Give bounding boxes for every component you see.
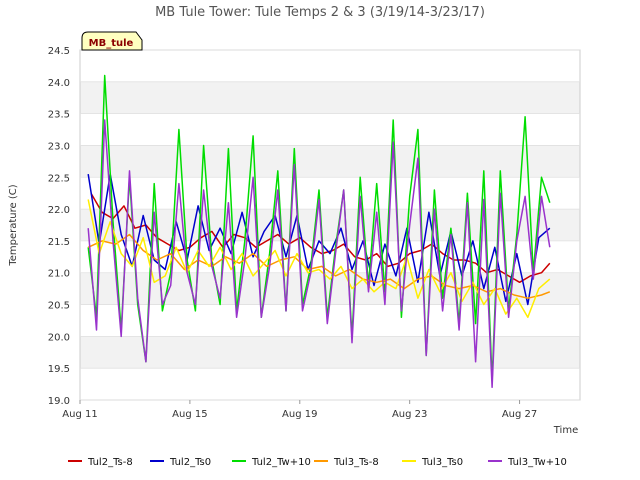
y-axis-label: Temperature (C)	[8, 184, 19, 266]
y-tick-label: 22.0	[48, 205, 70, 216]
legend-label: Tul2_Ts0	[169, 457, 211, 468]
y-tick-label: 19.0	[48, 396, 70, 407]
plot-band	[80, 145, 580, 178]
plot-band	[80, 368, 580, 400]
plot-band	[80, 113, 580, 146]
series-line-tul2-ts-8	[90, 192, 551, 284]
plot-band	[80, 304, 580, 337]
legend-label: Tul3_Ts0	[421, 457, 463, 468]
legend-label: Tul2_Tw+10	[251, 457, 311, 468]
plot-band	[80, 81, 580, 114]
x-tick-label: Aug 15	[172, 409, 207, 420]
y-tick-label: 21.5	[48, 237, 70, 248]
y-tick-label: 24.0	[48, 78, 70, 89]
x-tick-label: Aug 27	[502, 409, 537, 420]
station-tag: MB_tule	[81, 31, 143, 51]
legend: Tul2_Ts-8 Tul2_Ts0 Tul2_Tw+10 Tul3_Ts-8 Tul3…	[68, 457, 567, 468]
station-tag-label: MB_tule	[89, 38, 134, 49]
y-tick-label: 19.5	[48, 364, 70, 375]
x-tick-label: Aug 19	[282, 409, 317, 420]
chart-title: MB Tule Tower: Tule Temps 2 & 3 (3/19/14…	[155, 5, 485, 20]
series-line-tul3-ts0	[87, 199, 551, 319]
y-tick-label: 20.0	[48, 332, 70, 343]
plot-band	[80, 336, 580, 369]
y-tick-label: 23.0	[48, 141, 70, 152]
series-line-tul3-tw-10	[87, 119, 551, 389]
station-tag-box	[81, 31, 143, 51]
series-lines	[87, 74, 551, 389]
y-tick-label: 22.5	[48, 173, 70, 184]
series-line-tul3-ts-8	[87, 233, 551, 299]
x-tick-label: Aug 11	[62, 409, 97, 420]
plot-band	[80, 177, 580, 210]
x-tick-label: Aug 23	[392, 409, 427, 420]
legend-label: Tul2_Ts-8	[87, 457, 133, 468]
x-axis-label: Time	[553, 425, 578, 436]
legend-label: Tul3_Ts-8	[333, 457, 379, 468]
plot-band	[80, 209, 580, 241]
legend-label: Tul3_Tw+10	[507, 457, 567, 468]
y-tick-label: 24.5	[48, 46, 70, 57]
y-tick-label: 20.5	[48, 301, 70, 312]
plot-band	[80, 50, 580, 82]
series-line-tul2-ts0	[87, 173, 551, 306]
y-tick-label: 23.5	[48, 110, 70, 121]
y-tick-label: 21.0	[48, 269, 70, 280]
x-axis-ticks: Aug 11 Aug 15 Aug 19 Aug 23 Aug 27	[62, 400, 537, 420]
